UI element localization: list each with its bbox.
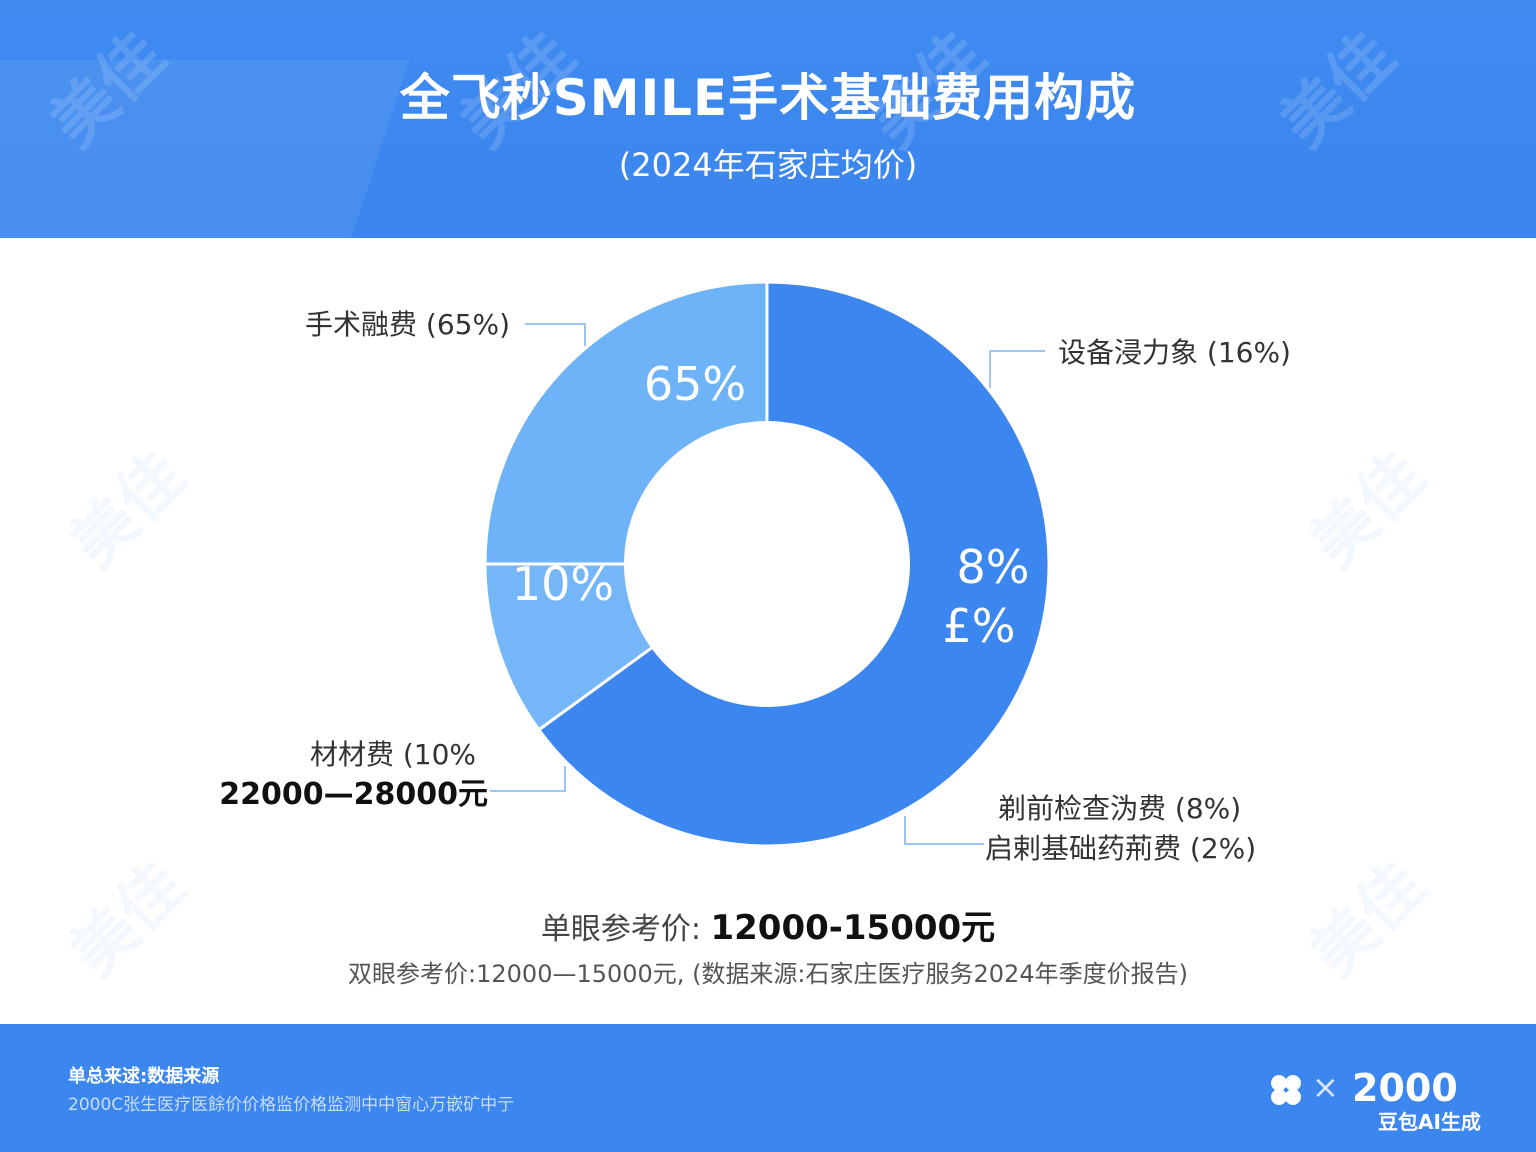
- single-eye-price-value: 12000-15000元: [710, 908, 996, 948]
- slice-label-left: 10%: [512, 557, 614, 611]
- footer-banner: 单总来逑:数据来源 2000C张生医疗医餘价价格监价格监测中中窗心万嵌矿中亍 ×…: [0, 1024, 1536, 1152]
- page-title: 全飞秒SMILE手术基础费用构成: [399, 69, 1137, 127]
- brand-times: ×: [1312, 1068, 1339, 1106]
- header-banner: 美佳 美佳 美佳 美佳 全飞秒SMILE手术基础费用构成 (2024年石家庄均价…: [0, 0, 1536, 238]
- brand-number: 2000: [1352, 1066, 1458, 1110]
- callout-top-left: 手术融费 (65%): [305, 308, 510, 341]
- callout-bottom-right-a: 剃前检查沩费 (8%): [998, 792, 1241, 825]
- page-subtitle: (2024年石家庄均价): [618, 146, 918, 184]
- source-note: 双眼参考价:12000—15000元, (数据来源:石家庄医疗服务2024年季度…: [348, 960, 1188, 988]
- callout-bottom-left-label: 材材费 (10%: [310, 738, 476, 771]
- slice-label-right-b: £%: [943, 599, 1016, 653]
- leader-line-bottom-left: [490, 766, 566, 792]
- clover-icon: [1271, 1075, 1301, 1105]
- callout-bottom-right-b: 启剌基础药荊费 (2%): [985, 832, 1256, 865]
- single-eye-price: 单眼参考价: 12000-15000元: [0, 900, 1536, 949]
- brand-ai-label: 豆包AI生成: [1378, 1110, 1481, 1134]
- donut-hole: [624, 421, 910, 707]
- callout-bottom-left-price: 22000—28000元: [219, 777, 488, 812]
- slice-label-top: 65%: [644, 357, 746, 411]
- leader-line-top-right: [989, 350, 1045, 388]
- single-eye-price-label: 单眼参考价:: [540, 912, 701, 947]
- donut-chart: 65% 10% 8% £% 手术融费 (65%) 设备浸力象 (16%) 材材费…: [219, 280, 1291, 865]
- footer-title: 单总来逑:数据来源: [68, 1066, 220, 1087]
- leader-line-bottom-right: [904, 816, 984, 845]
- leader-line-top-left: [525, 323, 586, 346]
- callout-top-right: 设备浸力象 (16%): [1058, 336, 1291, 369]
- slice-label-right-a: 8%: [957, 540, 1030, 594]
- brand-logo-block: × 2000 豆包AI生成: [1268, 1066, 1508, 1136]
- footer-text: 2000C张生医疗医餘价价格监价格监测中中窗心万嵌矿中亍: [68, 1095, 515, 1115]
